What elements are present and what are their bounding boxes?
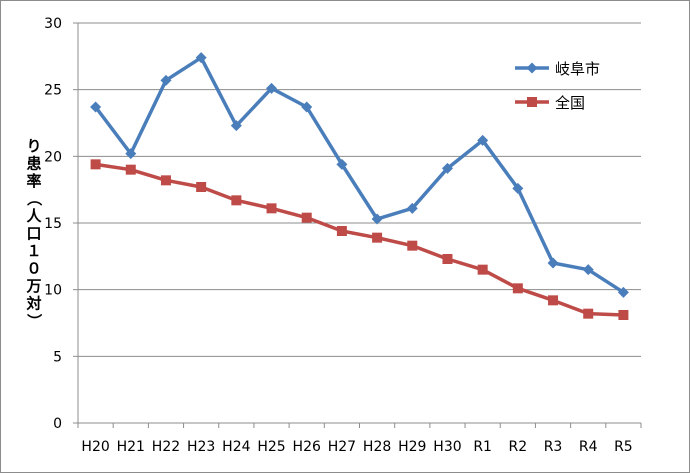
x-tick-label: H29 xyxy=(398,439,426,455)
y-tick-labels: 0 5 10 15 20 25 30 xyxy=(44,16,62,432)
y-axis-label-char: 人 xyxy=(26,207,42,225)
data-point-marker xyxy=(125,164,136,175)
y-tick-label: 10 xyxy=(44,283,62,299)
y-axis-label-char: ） xyxy=(25,313,43,328)
data-point-marker xyxy=(512,182,524,194)
data-point-marker xyxy=(477,134,489,146)
data-point-marker xyxy=(547,257,559,269)
x-tick-label: R3 xyxy=(544,439,563,455)
x-tick-label: H25 xyxy=(257,439,285,455)
x-tick-label: H20 xyxy=(81,439,109,455)
data-point-marker xyxy=(512,283,523,294)
x-tick-label: H23 xyxy=(187,439,215,455)
legend-label: 岐阜市 xyxy=(555,60,600,78)
x-tick-labels: H20 H21 H22 H23 H24 H25 H26 H27 H28 H29 H30 R1 R2 R3 R… xyxy=(81,439,632,455)
data-point-marker xyxy=(266,82,278,94)
y-tick-label: 5 xyxy=(53,349,62,365)
legend-marker xyxy=(526,62,538,74)
data-point-marker xyxy=(160,74,172,86)
data-point-marker xyxy=(90,159,101,170)
y-axis-label-char: （ xyxy=(25,191,43,206)
x-tick-label: H30 xyxy=(433,439,461,455)
data-point-marker xyxy=(196,182,207,192)
y-axis-label-char: 患 xyxy=(26,155,41,173)
data-point-marker xyxy=(266,203,277,214)
data-point-marker xyxy=(372,232,383,243)
gridlines xyxy=(78,22,641,357)
data-point-marker xyxy=(406,202,418,214)
y-tick-label: 25 xyxy=(44,83,62,99)
data-point-marker xyxy=(125,148,137,160)
data-point-marker xyxy=(90,101,102,113)
data-point-marker xyxy=(195,52,207,64)
data-point-marker xyxy=(301,101,313,113)
data-point-marker xyxy=(301,212,312,223)
y-axis-label-char: 率 xyxy=(26,172,41,190)
x-tick-label: H28 xyxy=(363,439,391,455)
y-axis-label-char: 対 xyxy=(25,295,41,313)
y-tick-label: 0 xyxy=(53,416,62,432)
data-point-marker xyxy=(230,120,242,132)
x-tick-label: R2 xyxy=(509,439,528,455)
x-tick-label: H22 xyxy=(152,439,180,455)
x-tick-label: R5 xyxy=(614,439,633,455)
series-line-1 xyxy=(95,162,624,317)
y-tick-label: 15 xyxy=(44,216,62,232)
legend-marker xyxy=(527,97,537,107)
data-point-marker xyxy=(617,286,629,298)
data-point-marker xyxy=(231,195,242,206)
series-lines xyxy=(90,52,629,320)
data-point-marker xyxy=(442,254,453,264)
x-tick-label: H21 xyxy=(117,439,145,455)
data-point-marker xyxy=(336,158,348,170)
x-tick-label: R1 xyxy=(473,439,492,455)
legend-label: 全国 xyxy=(555,94,585,112)
data-point-marker xyxy=(407,240,418,251)
x-tick-label: H27 xyxy=(328,439,356,455)
y-tick-label: 30 xyxy=(44,16,62,32)
data-point-marker xyxy=(582,264,594,276)
data-point-marker xyxy=(336,226,347,236)
y-axis-label-char: １ xyxy=(26,242,41,260)
data-point-marker xyxy=(548,295,559,306)
y-axis-label-char: り xyxy=(26,137,41,155)
y-axis-label-char: 万 xyxy=(25,277,41,295)
axes xyxy=(73,22,642,428)
series-line-0 xyxy=(94,55,625,294)
x-tick-label: H26 xyxy=(293,439,321,455)
data-point-marker xyxy=(160,175,171,186)
data-point-marker xyxy=(618,310,629,320)
data-point-marker xyxy=(441,162,453,174)
x-tick-label: H24 xyxy=(222,439,250,455)
y-axis-label-char: ０ xyxy=(26,260,41,278)
data-point-marker xyxy=(583,308,594,319)
data-point-marker xyxy=(371,213,383,225)
y-axis-label-char: 口 xyxy=(26,225,41,243)
x-tick-label: R4 xyxy=(579,439,598,455)
y-tick-label: 20 xyxy=(44,149,62,165)
data-point-marker xyxy=(477,264,488,275)
